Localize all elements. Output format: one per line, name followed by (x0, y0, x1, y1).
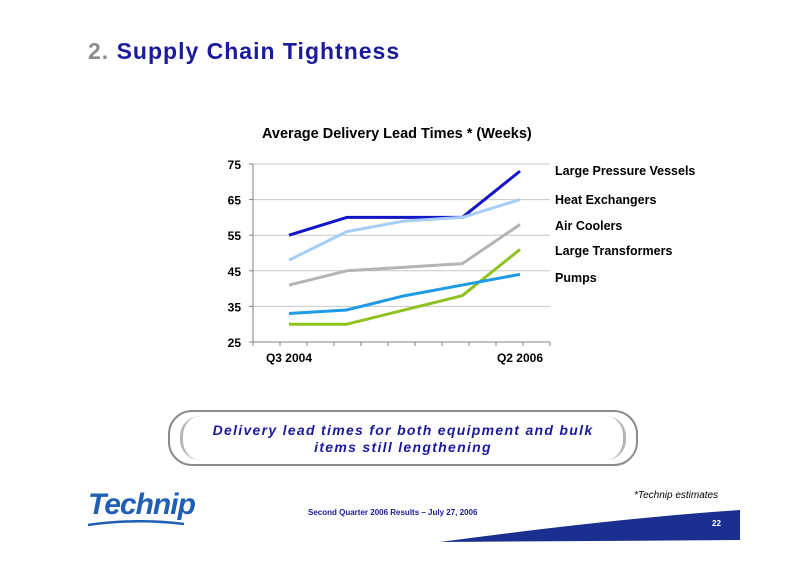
y-tick-label: 25 (228, 336, 242, 350)
callout-text: Delivery lead times for both equipment a… (170, 422, 636, 456)
footnote: *Technip estimates (634, 490, 719, 501)
legend-label: Large Pressure Vessels (555, 164, 695, 178)
slide-title-number: 2. (88, 38, 110, 64)
legend-label: Air Coolers (555, 219, 622, 233)
footer-event-text: Second Quarter 2006 Results – July 27, 2… (308, 508, 478, 517)
page-number: 22 (712, 519, 721, 528)
slide-title-text: Supply Chain Tightness (116, 38, 401, 64)
series-line (288, 198, 521, 262)
callout-inner-border (180, 416, 626, 460)
series-line (288, 223, 521, 287)
y-tick-label: 55 (228, 229, 242, 243)
slide-title: 2. Supply Chain Tightness (88, 38, 400, 65)
x-tick-label: Q3 2004 (266, 351, 312, 365)
y-tick-label: 75 (228, 158, 242, 172)
x-tick-label: Q2 2006 (497, 351, 543, 365)
callout-line-2: items still lengthening (314, 439, 492, 455)
chart-title: Average Delivery Lead Times * (Weeks) (262, 126, 532, 142)
series-line (288, 169, 521, 237)
legend-label: Pumps (555, 271, 597, 285)
y-tick-label: 65 (228, 194, 242, 208)
legend-label: Large Transformers (555, 244, 672, 258)
logo-swoosh-icon (87, 520, 185, 527)
y-tick-label: 35 (228, 300, 242, 314)
callout-box: Delivery lead times for both equipment a… (168, 410, 638, 466)
y-tick-label: 45 (228, 265, 242, 279)
legend-label: Heat Exchangers (555, 193, 656, 207)
technip-logo: Technip (88, 488, 196, 521)
series-line (288, 272, 521, 316)
callout-line-1: Delivery lead times for both equipment a… (212, 422, 594, 438)
